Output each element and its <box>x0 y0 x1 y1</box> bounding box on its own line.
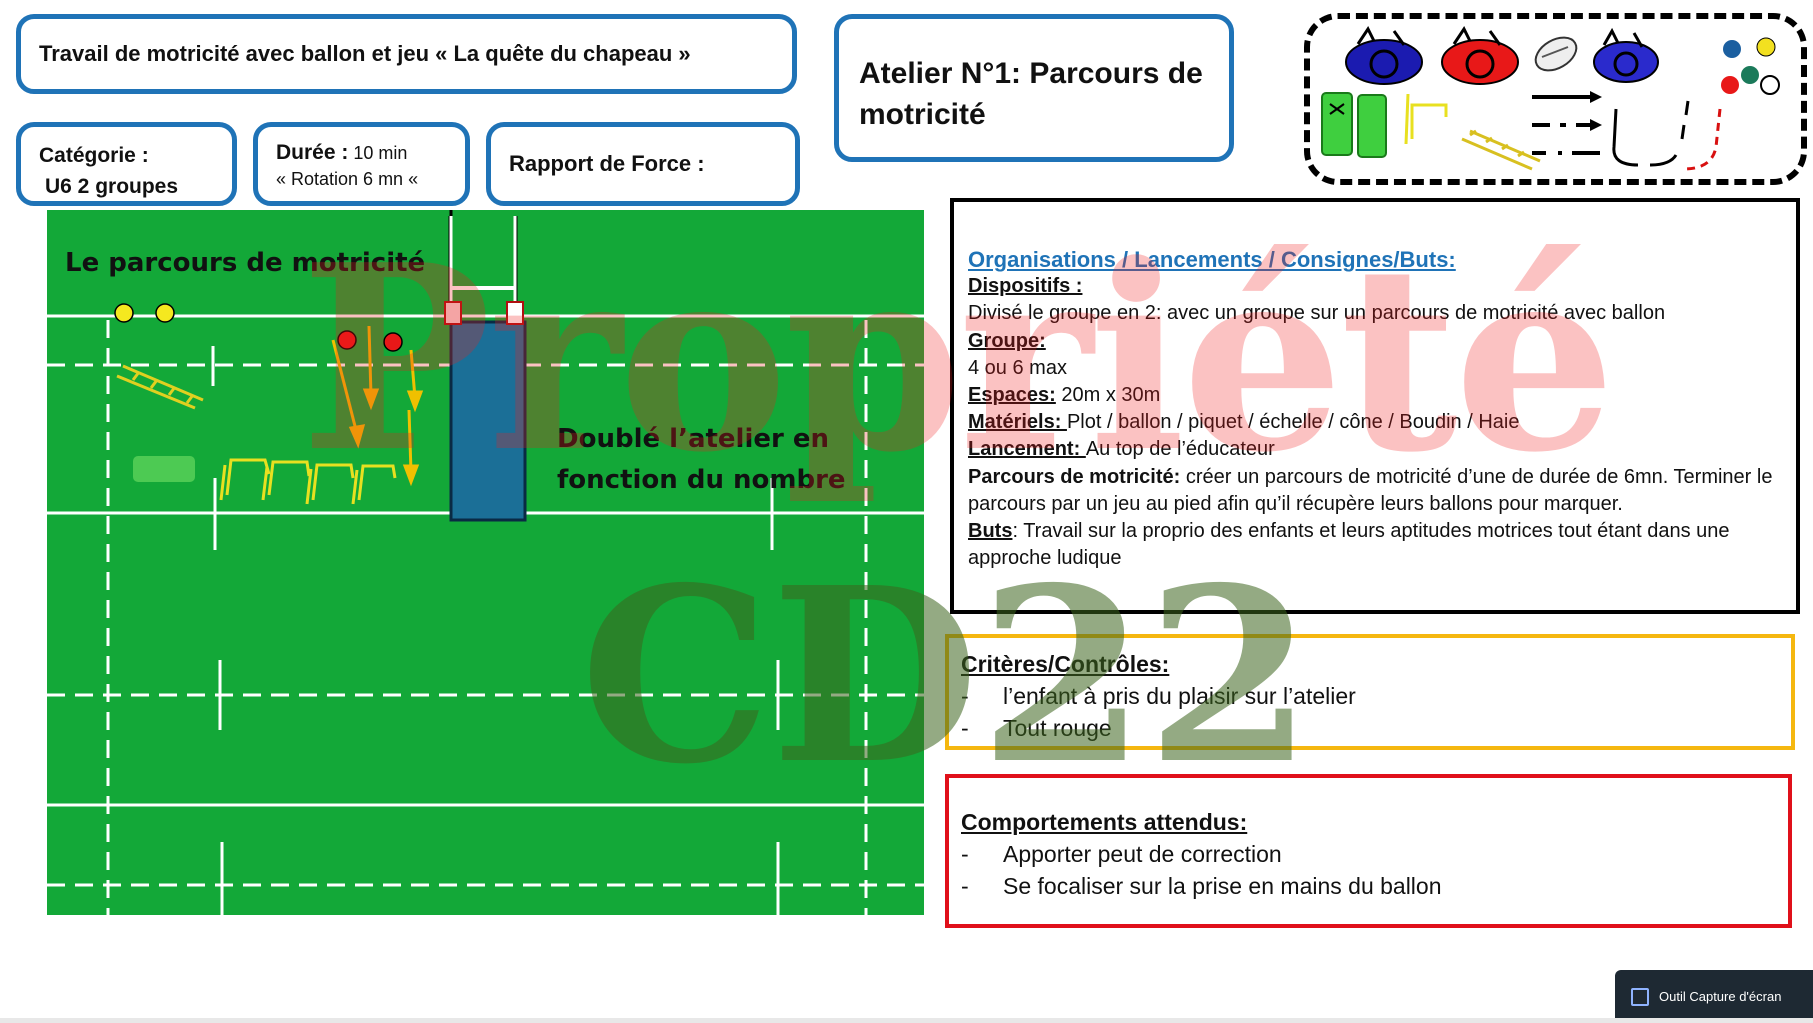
parcours-text: créer un parcours de motricité d’une de … <box>968 465 1773 515</box>
buts-label: Buts <box>968 520 1013 543</box>
rugby-ball-icon <box>1534 36 1578 72</box>
criteres-panel: Critères/Contrôles: - l’enfant à pris du … <box>945 634 1795 750</box>
session-title: Travail de motricité avec ballon et jeu … <box>39 41 691 66</box>
red-plot <box>383 332 403 352</box>
blue-cone-icon <box>1593 27 1659 83</box>
tackle-bag-icon <box>1321 92 1387 158</box>
double-label-line2: fonction du nombre <box>557 465 846 495</box>
lancement-label: Lancement: <box>968 438 1086 461</box>
red-cone-icon <box>1441 26 1519 85</box>
criteres-item-1: l’enfant à pris du plaisir sur l’atelier <box>1003 683 1356 709</box>
double-label-line1: Doublé l’atelier en <box>557 424 830 454</box>
groupe-text: 4 ou 6 max <box>968 356 1067 379</box>
espaces-label: Espaces: <box>968 384 1056 407</box>
snipping-tool-label: Outil Capture d'écran <box>1659 989 1782 1004</box>
ladder-icon <box>1461 129 1541 171</box>
session-title-box: Travail de motricité avec ballon et jeu … <box>16 14 797 94</box>
list-item: - Tout rouge <box>961 712 1779 744</box>
parcours-label: Le parcours de motricité <box>65 248 426 278</box>
list-marker: - <box>961 873 969 899</box>
groupe-label: Groupe: <box>968 329 1046 352</box>
legend-graphic <box>1321 26 1780 171</box>
lancement-text: Au top de l’éducateur <box>1085 438 1275 461</box>
espaces-text: 20m x 30m <box>1055 384 1161 407</box>
duree-label: Durée : <box>276 141 349 164</box>
duree-value: 10 min <box>348 143 408 163</box>
list-item: - Apporter peut de correction <box>961 838 1776 870</box>
arrow-legend <box>1532 91 1602 155</box>
comportements-item-2: Se focaliser sur la prise en mains du ba… <box>1003 873 1442 899</box>
yellow-plot <box>114 303 134 323</box>
pitch-lines <box>47 210 924 915</box>
categorie-box: Catégorie : U6 2 groupes <box>16 122 237 206</box>
goal-posts <box>444 210 527 522</box>
comportements-heading: Comportements attendus: <box>961 809 1248 835</box>
curve-legend <box>1612 100 1722 171</box>
organisation-heading: Organisations / Lancements / Consignes/B… <box>968 247 1456 272</box>
rapport-de-force-box: Rapport de Force : <box>486 122 800 206</box>
ladder <box>116 364 204 410</box>
snipping-tool-icon <box>1631 987 1649 1006</box>
hurdles <box>219 458 397 505</box>
duree-rotation: « Rotation 6 mn « <box>276 169 419 189</box>
duree-box: Durée : 10 min « Rotation 6 mn « <box>253 122 470 206</box>
buts-text: : Travail sur la proprio des enfants et … <box>968 520 1730 570</box>
criteres-heading: Critères/Contrôles: <box>961 651 1170 677</box>
blue-cone-icon <box>1345 26 1423 85</box>
categorie-value: U6 2 groupes <box>45 175 179 198</box>
materiels-text: Plot / ballon / piquet / échelle / cône … <box>1066 411 1520 434</box>
movement-arrows <box>331 325 424 487</box>
comportements-item-1: Apporter peut de correction <box>1003 841 1282 867</box>
tackle-bag <box>133 456 195 482</box>
list-marker: - <box>961 715 969 741</box>
dispositifs-label: Dispositifs : <box>968 275 1083 298</box>
list-marker: - <box>961 841 969 867</box>
red-plot <box>337 330 357 350</box>
snipping-tool-notification[interactable]: Outil Capture d'écran <box>1615 970 1813 1023</box>
criteres-item-2: Tout rouge <box>1003 715 1112 741</box>
categorie-label: Catégorie : <box>39 144 149 167</box>
organisation-panel: Organisations / Lancements / Consignes/B… <box>950 198 1800 614</box>
rapport-label: Rapport de Force : <box>509 151 705 176</box>
comportements-panel: Comportements attendus: - Apporter peut d… <box>945 774 1792 928</box>
list-item: - l’enfant à pris du plaisir sur l’atelie… <box>961 680 1779 712</box>
equipment-legend <box>1304 13 1807 185</box>
bottom-border <box>0 1018 1813 1023</box>
atelier-title-box: Atelier N°1: Parcours de motricité <box>834 14 1234 162</box>
parcours-label: Parcours de motricité: <box>968 465 1181 488</box>
list-item: - Se focaliser sur la prise en mains du b… <box>961 870 1776 902</box>
plots-icon <box>1721 37 1780 95</box>
atelier-title: Atelier N°1: Parcours de motricité <box>859 57 1203 131</box>
materiels-label: Matériels: <box>968 411 1067 434</box>
dispositifs-text: Divisé le groupe en 2: avec un groupe su… <box>968 302 1666 325</box>
rugby-pitch-diagram: Le parcours de motricité Doublé l’atelie… <box>47 210 924 915</box>
hurdle-icon <box>1404 93 1448 145</box>
list-marker: - <box>961 683 969 709</box>
yellow-plot <box>155 303 175 323</box>
